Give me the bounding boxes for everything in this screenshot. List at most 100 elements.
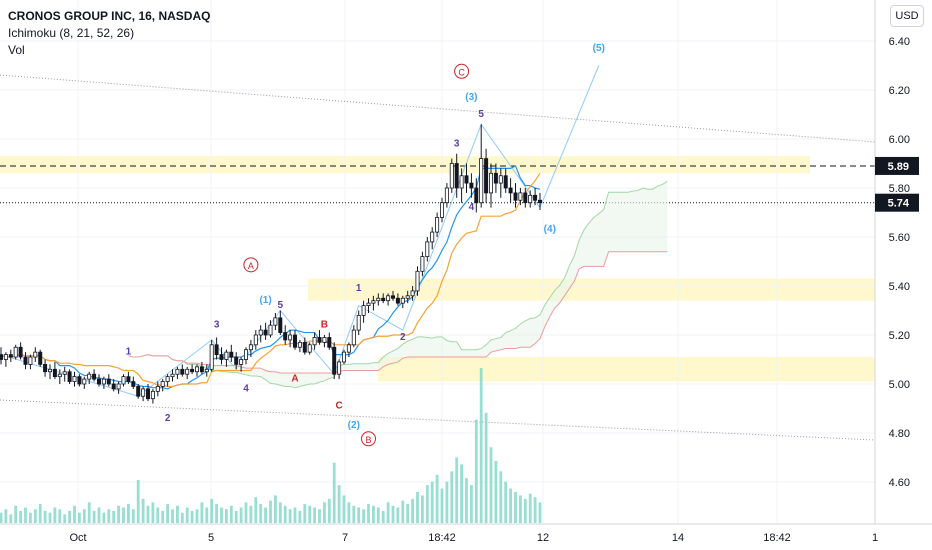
chart-legend: CRONOS GROUP INC, 16, NASDAQ Ichimoku (8… xyxy=(8,8,210,59)
candle-body xyxy=(67,371,72,382)
volume-bar xyxy=(313,507,316,523)
volume-bar xyxy=(78,512,81,523)
volume-bar xyxy=(538,502,542,523)
candle-body xyxy=(395,297,400,304)
currency-button[interactable]: USD xyxy=(890,5,924,27)
volume-bar xyxy=(0,512,3,523)
support-resistance-zone xyxy=(0,156,810,174)
wave-label: 2 xyxy=(165,413,171,424)
candle-body xyxy=(72,376,77,382)
volume-bar xyxy=(117,505,120,523)
volume-bar xyxy=(411,498,414,523)
candle-body xyxy=(52,368,57,378)
candle-body xyxy=(332,346,337,375)
volume-bar xyxy=(171,509,174,523)
volume-bar xyxy=(318,509,321,523)
candle-body xyxy=(150,390,155,400)
volume-bar xyxy=(376,507,380,523)
volume-bar xyxy=(185,507,189,523)
volume-bar xyxy=(465,478,468,523)
x-tick-label: 5 xyxy=(208,532,214,544)
candle-body xyxy=(160,381,165,387)
candle-body xyxy=(82,378,87,385)
volume-bar xyxy=(484,412,488,523)
candle-body xyxy=(444,187,449,204)
candle-body xyxy=(121,376,126,385)
wave-label: (5) xyxy=(593,43,605,54)
senkou-span-b xyxy=(128,251,668,374)
volume-bar xyxy=(347,502,351,523)
candle-body xyxy=(513,192,518,201)
price-axis: 6.40 6.20 6.00 5.80 5.60 5.40 5.20 5.00 4.80 4.60… xyxy=(874,0,932,550)
candle-body xyxy=(106,378,111,385)
volume-bar xyxy=(455,457,459,523)
volume-bar xyxy=(367,504,370,523)
candle-body xyxy=(493,172,498,184)
candle-body xyxy=(23,356,28,365)
volume-bar xyxy=(136,479,140,523)
volume-bar xyxy=(220,507,223,523)
volume-bar xyxy=(269,500,272,523)
candle-body xyxy=(400,297,405,304)
candle-body xyxy=(488,172,493,194)
volume-bar xyxy=(332,462,336,523)
volume-bar xyxy=(92,510,96,523)
volume-bar xyxy=(43,510,47,523)
support-resistance-zone xyxy=(378,357,875,382)
volume-bar xyxy=(401,500,405,523)
candle-body xyxy=(322,337,327,343)
volume-bar xyxy=(362,509,365,523)
wave-label: B xyxy=(365,435,371,445)
volume-bar xyxy=(259,504,263,523)
volume-bar xyxy=(509,488,512,523)
volume-bar xyxy=(180,512,184,523)
volume-bar xyxy=(381,510,385,523)
wave-label: 1 xyxy=(126,347,132,358)
candle-body xyxy=(346,344,351,353)
volume-bar xyxy=(514,492,517,523)
candle-body xyxy=(312,337,317,346)
volume-bar xyxy=(97,507,101,523)
volume-bar xyxy=(73,505,76,523)
candle-body xyxy=(317,337,322,343)
volume-bar xyxy=(4,509,8,523)
candle-body xyxy=(337,361,342,375)
price-axis-bg xyxy=(875,0,932,550)
candle-body xyxy=(180,368,185,375)
volume-bar xyxy=(112,510,116,523)
candle-body xyxy=(435,216,440,233)
volume-bar xyxy=(352,505,356,523)
y-tick-label: 5.20 xyxy=(889,330,910,342)
volume-bar xyxy=(205,507,209,523)
candle-body xyxy=(533,194,538,201)
volume-bar xyxy=(239,507,243,523)
trendlines-layer xyxy=(0,0,876,524)
candle-body xyxy=(209,344,214,370)
candle-body xyxy=(469,182,474,189)
candle-body xyxy=(430,231,435,243)
candle-body xyxy=(214,344,219,355)
candle-body xyxy=(292,334,297,348)
x-tick-label: 18:42 xyxy=(428,532,456,544)
candle-body xyxy=(459,175,464,189)
candle-body xyxy=(126,376,131,382)
candle-body xyxy=(449,163,454,189)
volume-bar xyxy=(264,507,267,523)
wave-label: 4 xyxy=(243,383,249,394)
candle-body xyxy=(410,290,415,297)
candle-body xyxy=(302,341,307,353)
candle-body xyxy=(136,386,141,397)
candle-body xyxy=(439,202,444,218)
candle-body xyxy=(116,383,121,390)
volume-bar xyxy=(234,510,238,523)
volume-bar xyxy=(337,485,341,523)
x-tick-label: 1 xyxy=(872,532,878,544)
channel-upper-line xyxy=(0,74,876,143)
volume-bar xyxy=(435,474,439,523)
y-tick-label: 5.80 xyxy=(889,183,910,195)
y-tick-label: 6.40 xyxy=(889,36,910,48)
candle-body xyxy=(376,297,381,302)
volume-bar xyxy=(53,507,57,523)
volume-bar xyxy=(430,481,434,523)
candle-body xyxy=(219,354,224,360)
